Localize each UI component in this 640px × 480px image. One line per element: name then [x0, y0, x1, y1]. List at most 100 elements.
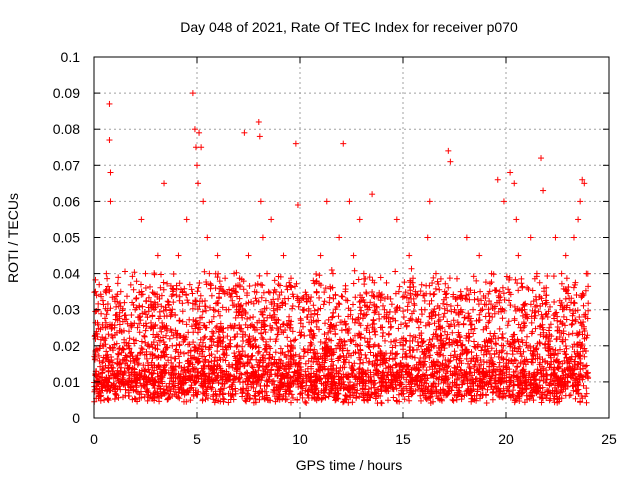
data-point	[336, 234, 343, 241]
data-point	[418, 306, 425, 313]
data-point	[350, 252, 357, 259]
y-tick-label: 0.03	[53, 302, 80, 318]
data-point	[194, 162, 200, 169]
data-point	[280, 252, 287, 259]
data-point	[210, 306, 217, 313]
data-point	[342, 288, 349, 295]
data-point	[294, 202, 301, 209]
data-point	[220, 288, 227, 295]
y-tick-label: 0.07	[53, 157, 80, 173]
data-point	[533, 270, 540, 277]
data-point	[163, 306, 170, 313]
chart-title: Day 048 of 2021, Rate Of TEC Index for r…	[180, 19, 518, 35]
data-point	[323, 198, 330, 205]
data-point	[482, 342, 489, 349]
data-point	[142, 270, 149, 277]
y-tick-label: 0.05	[53, 230, 80, 246]
data-point	[426, 198, 433, 205]
data-point	[470, 306, 477, 313]
data-point	[106, 137, 113, 144]
data-point	[224, 324, 231, 331]
data-point	[107, 169, 114, 176]
data-point	[241, 129, 248, 136]
y-tick-label: 0.08	[53, 121, 80, 137]
y-tick-label: 0.02	[53, 338, 80, 354]
x-tick-label: 0	[90, 431, 98, 447]
data-point	[570, 234, 577, 241]
data-point	[231, 270, 238, 277]
data-point	[346, 198, 353, 205]
x-tick-label: 10	[292, 431, 308, 447]
data-point	[214, 252, 221, 259]
data-point	[476, 252, 483, 259]
data-point	[513, 216, 520, 223]
y-tick-label: 0.09	[53, 85, 80, 101]
data-point	[500, 198, 507, 205]
data-point	[107, 198, 114, 205]
y-axis: 0 0.01 0.02 0.03 0.04 0.05 0.06 0.07 0.08 0.09 0.1	[53, 49, 609, 426]
data-point	[457, 288, 464, 295]
data-point	[432, 270, 439, 277]
data-point	[103, 270, 110, 277]
y-tick-label: 0.06	[53, 193, 80, 209]
data-point	[521, 306, 528, 313]
data-point	[356, 216, 363, 223]
data-point	[511, 180, 518, 187]
data-point	[259, 234, 266, 241]
data-point	[507, 169, 514, 176]
data-point	[317, 252, 324, 259]
data-point	[111, 324, 118, 331]
data-point	[123, 342, 130, 349]
x-tick-label: 5	[193, 431, 201, 447]
data-point	[255, 118, 262, 125]
data-point	[175, 252, 182, 259]
data-point	[200, 198, 207, 205]
data-point	[387, 324, 394, 331]
data-point	[575, 216, 582, 223]
data-point	[496, 288, 503, 295]
data-point	[301, 306, 308, 313]
data-point	[251, 288, 258, 295]
x-tick-label: 20	[498, 431, 514, 447]
data-point	[494, 176, 501, 183]
data-point	[235, 306, 242, 313]
data-point	[106, 100, 113, 107]
y-tick-label: 0.01	[53, 374, 80, 390]
data-points	[95, 90, 590, 349]
data-point	[245, 252, 252, 259]
data-point	[558, 270, 565, 277]
y-tick-label: 0	[72, 410, 80, 426]
y-tick-label: 0.04	[53, 266, 80, 282]
data-point	[179, 288, 186, 295]
data-point	[286, 324, 293, 331]
data-point	[395, 288, 402, 295]
y-axis-label: ROTI / TECUs	[5, 193, 21, 283]
data-point	[381, 306, 388, 313]
x-tick-label: 25	[601, 431, 617, 447]
data-point	[412, 288, 419, 295]
data-point	[169, 342, 176, 349]
data-point	[375, 342, 382, 349]
data-point	[538, 155, 545, 162]
data-point	[196, 129, 203, 136]
data-point	[206, 270, 213, 277]
data-point	[340, 140, 347, 147]
data-point	[274, 306, 281, 313]
data-point	[99, 342, 106, 349]
data-point	[400, 342, 406, 349]
data-point	[583, 270, 590, 277]
data-point	[451, 306, 458, 313]
data-point	[546, 324, 553, 331]
data-point	[161, 180, 168, 187]
data-point	[183, 216, 190, 223]
data-point	[257, 198, 264, 205]
data-point	[369, 191, 376, 198]
background-noise-band	[91, 265, 592, 407]
data-point	[268, 216, 275, 223]
data-point	[439, 324, 446, 331]
x-axis: 0 5 10 15 20 25	[90, 57, 617, 447]
data-point	[195, 180, 202, 187]
data-point	[540, 187, 547, 194]
data-point	[393, 216, 400, 223]
